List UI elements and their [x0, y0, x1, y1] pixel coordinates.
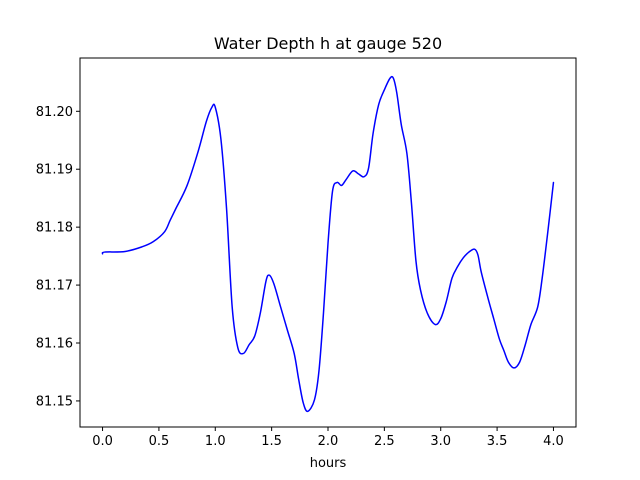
x-tick-label: 2.5	[374, 434, 395, 449]
y-tick-label: 81.15	[36, 394, 73, 409]
x-tick-label: 1.5	[261, 434, 282, 449]
y-tick-label: 81.19	[36, 163, 73, 178]
x-tick-label: 0.0	[92, 434, 113, 449]
y-tick-label: 81.18	[36, 221, 73, 236]
x-tick-label: 3.5	[487, 434, 508, 449]
ticks-layer: 0.0 0.5 1.0 1.5 2.0 2.5 3.0 3.5 4.0 81.15 81.16 81.…	[36, 105, 564, 449]
x-tick-label: 1.0	[205, 434, 226, 449]
plot-frame	[79, 57, 577, 428]
y-tick-label: 81.20	[36, 105, 73, 120]
x-tick-label: 4.0	[543, 434, 564, 449]
series-layer	[101, 75, 555, 413]
series-line-0	[101, 75, 555, 413]
y-tick-label: 81.17	[36, 279, 73, 294]
x-axis-label: hours	[310, 456, 347, 471]
x-tick-label: 3.0	[430, 434, 451, 449]
chart-title: Water Depth h at gauge 520	[214, 34, 442, 53]
x-tick-label: 0.5	[149, 434, 170, 449]
y-tick-label: 81.16	[36, 337, 73, 352]
x-tick-label: 2.0	[318, 434, 339, 449]
